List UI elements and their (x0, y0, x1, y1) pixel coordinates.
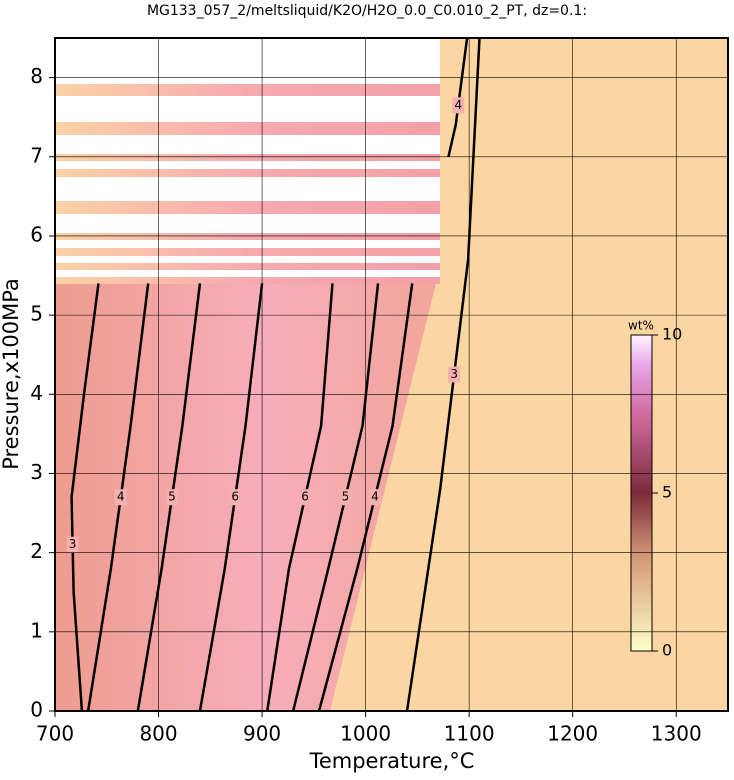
y-tick-label: 2 (30, 539, 43, 563)
x-axis-label: Temperature,°C (309, 749, 475, 773)
contour-label-bg (229, 489, 242, 506)
contour-label: 6 (301, 490, 309, 504)
x-tick-label: 1300 (651, 722, 702, 746)
y-tick-label: 5 (30, 302, 43, 326)
colorbar-label: wt% (628, 319, 654, 333)
contour-label-bg (452, 97, 465, 114)
background-fill (55, 38, 728, 711)
contour-label-bg (368, 489, 381, 506)
x-tick-label: 1200 (547, 722, 598, 746)
contour-label: 4 (371, 490, 379, 504)
y-tick-label: 3 (30, 460, 43, 484)
x-tick-label: 700 (36, 722, 74, 746)
contour-label-bg (114, 489, 127, 506)
contour-label: 6 (231, 490, 239, 504)
colorbar-tick-label: 5 (662, 483, 672, 502)
colorbar (630, 334, 653, 652)
x-tick-label: 900 (243, 722, 281, 746)
contour-label: 4 (117, 490, 125, 504)
colorbar-tick-label: 0 (662, 641, 672, 660)
contour-label: 4 (454, 98, 462, 112)
contour-label: 5 (168, 490, 176, 504)
contour-label-bg (448, 366, 461, 383)
contour-label: 5 (342, 490, 350, 504)
x-tick-label: 1100 (444, 722, 495, 746)
y-axis-label: Pressure,x100MPa (0, 278, 23, 470)
contour-label-bg (66, 536, 79, 553)
contour-label-bg (299, 489, 312, 506)
y-tick-label: 7 (30, 143, 43, 167)
y-tick-label: 6 (30, 222, 43, 246)
contour-label: 3 (450, 367, 458, 381)
y-tick-label: 8 (30, 64, 43, 88)
contour-label: 3 (69, 537, 77, 551)
colorbar-tick-label: 10 (662, 325, 682, 344)
y-tick-label: 4 (30, 381, 43, 405)
x-tick-label: 1000 (340, 722, 391, 746)
chart-title: MG133_057_2/meltsliquid/K2O/H2O_0.0_C0.0… (147, 3, 587, 19)
plot-frame (54, 37, 729, 712)
contour-label-bg (165, 489, 178, 506)
contour-label-bg (339, 489, 352, 506)
y-tick-label: 1 (30, 618, 43, 642)
y-tick-label: 0 (30, 698, 43, 722)
x-tick-label: 800 (139, 722, 177, 746)
